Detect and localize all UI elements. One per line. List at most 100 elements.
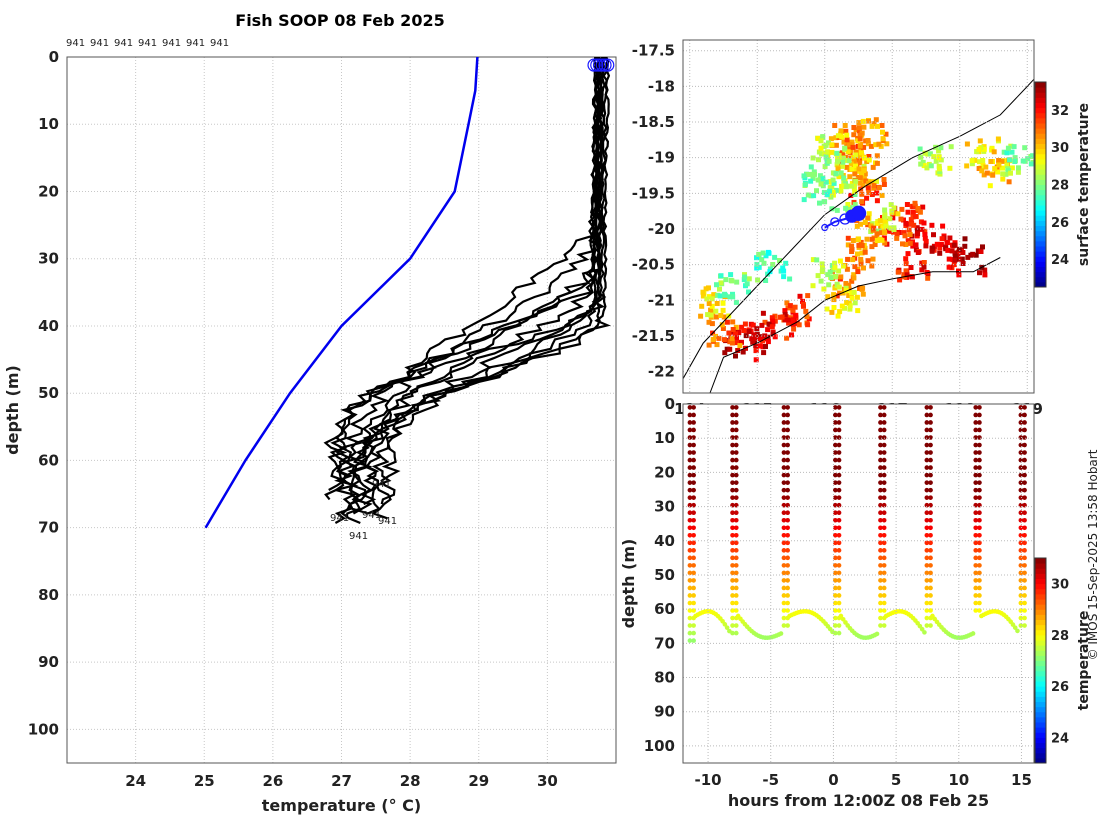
sst-cell [897, 277, 903, 283]
section-dot [733, 412, 739, 418]
sst-cell [882, 230, 888, 236]
section-dot [781, 510, 787, 516]
sst-cell [876, 141, 882, 147]
x-tick-label: 30 [537, 772, 558, 790]
sst-cell [710, 337, 716, 342]
sst-cell [835, 313, 841, 319]
sst-cell [849, 243, 855, 249]
sst-cell [772, 313, 778, 319]
sst-cell [921, 264, 927, 270]
sst-cell [860, 118, 866, 124]
sst-cell [924, 165, 930, 171]
colorbar-segment [1035, 737, 1046, 743]
section-dot [881, 623, 887, 628]
sst-cell [839, 303, 845, 309]
sst-cell [831, 297, 837, 303]
section-dot [973, 600, 979, 606]
section-dot [833, 450, 838, 455]
sst-cell [717, 286, 722, 292]
y-tick-label: 60 [38, 451, 59, 469]
sst-cell [982, 272, 988, 278]
section-dot [733, 578, 739, 583]
section-dot [836, 435, 842, 440]
sst-cell [751, 336, 757, 342]
sst-cell [829, 309, 835, 315]
sst-cell [779, 314, 785, 320]
sst-cell [782, 308, 788, 314]
sst-cell [821, 189, 827, 195]
sst-cell [975, 248, 981, 254]
section-dot [878, 593, 883, 598]
surface-temperature-map-panel: 114115116117118119-17.5-18-18.5-19-19.5-… [632, 39, 1092, 418]
section-dot [878, 472, 883, 478]
sst-cell [792, 304, 798, 310]
section-dot [924, 517, 930, 523]
sst-cell [835, 167, 841, 173]
sst-cell [882, 219, 888, 225]
section-dot [977, 578, 982, 583]
sst-cell [876, 228, 881, 234]
sst-cell [761, 350, 767, 356]
sst-cell [805, 322, 811, 328]
section-dot [881, 457, 887, 463]
sst-cell [823, 179, 829, 185]
section-dot [836, 427, 842, 433]
section-dot [878, 442, 883, 448]
section-dot [881, 427, 887, 433]
section-dot [733, 442, 739, 448]
sst-cell [936, 155, 942, 161]
section-dot [878, 510, 883, 516]
section-dot [836, 540, 842, 546]
sst-cell [722, 291, 727, 297]
sst-cell [811, 193, 817, 199]
section-dot [687, 480, 693, 485]
section-dot [833, 465, 838, 470]
section-dot [977, 570, 982, 576]
sst-cell [902, 233, 908, 239]
section-dot [687, 608, 693, 613]
section-dot [1018, 427, 1024, 433]
section-dot [730, 442, 735, 448]
sst-cell [840, 163, 845, 169]
sst-cell [742, 274, 748, 280]
section-dot [878, 585, 883, 591]
section-dot [928, 540, 933, 546]
section-dot [973, 510, 979, 516]
sst-cell [790, 307, 796, 313]
section-dot [733, 427, 739, 433]
section-dot [924, 480, 930, 485]
section-dot [691, 427, 696, 433]
section-dot [881, 517, 887, 523]
colorbar-segment [1035, 174, 1046, 180]
section-dot [924, 578, 930, 583]
section-dot [836, 487, 842, 493]
section-dot [928, 570, 933, 576]
section-dot [878, 420, 883, 425]
section-dot [687, 510, 693, 516]
sst-cell [840, 159, 846, 165]
sst-cell [772, 318, 778, 324]
section-dot [785, 450, 790, 455]
sst-cell [831, 180, 837, 186]
sst-cell [849, 142, 855, 148]
colorbar-segment [1035, 225, 1046, 232]
section-dot [977, 472, 982, 478]
colorbar-segment [1035, 102, 1046, 109]
colorbar-segment [1035, 220, 1046, 226]
section-dot [687, 465, 693, 470]
sst-cell [845, 202, 851, 207]
sst-cell [946, 264, 952, 270]
section-dot [785, 480, 790, 485]
section-dot [691, 563, 696, 568]
sst-cell [856, 153, 862, 159]
x-axis-label: temperature (° C) [262, 796, 421, 815]
sst-cell [874, 198, 880, 204]
colorbar-segment [1035, 133, 1046, 139]
sst-cell [929, 222, 935, 228]
section-dot [928, 510, 933, 516]
section-dot [730, 593, 735, 598]
sst-cell [901, 230, 907, 236]
section-dot [733, 570, 739, 576]
section-dot [687, 487, 693, 493]
profile-line [347, 57, 611, 515]
